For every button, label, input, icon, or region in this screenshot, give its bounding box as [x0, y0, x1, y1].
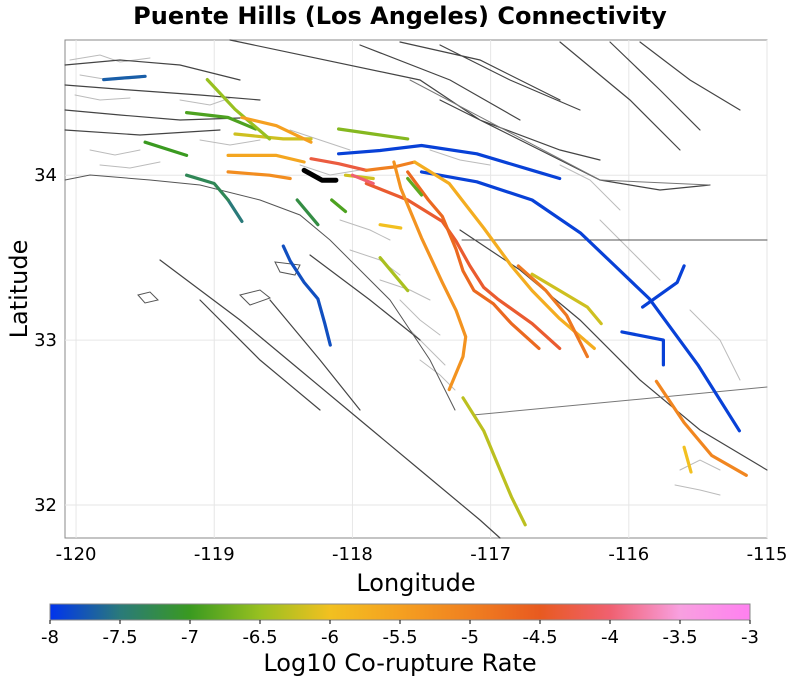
- colorbar-label: Log10 Co-rupture Rate: [263, 649, 536, 677]
- plot-frame: [64, 39, 768, 539]
- basemap-state-border: [409, 79, 768, 416]
- source-layer: [301, 167, 339, 183]
- fault-trace: [309, 157, 368, 172]
- x-tick-label: -120: [56, 544, 97, 565]
- fault-trace: [392, 160, 468, 392]
- fault-trace: [330, 198, 348, 214]
- colorbar-tick-label: -3.5: [662, 627, 697, 648]
- fault-trace: [364, 181, 562, 350]
- colorbar-tick-label: -4.5: [522, 627, 557, 648]
- fault-trace: [640, 264, 686, 309]
- fault-trace: [226, 153, 306, 164]
- fault-trace: [461, 396, 527, 527]
- fault-trace: [295, 198, 320, 227]
- basemap-coastline: [64, 174, 768, 411]
- y-tick-label: 34: [34, 165, 57, 186]
- y-tick-label: 33: [34, 330, 57, 351]
- fault-trace: [350, 173, 375, 186]
- basemap-layer: [64, 39, 768, 539]
- y-axis-label: Latitude: [5, 240, 33, 339]
- y-axis-ticks: 32 33 34: [34, 165, 57, 516]
- fault-trace: [226, 198, 244, 223]
- x-tick-label: -119: [194, 544, 235, 565]
- fault-trace: [337, 143, 562, 181]
- fault-trace: [419, 170, 742, 433]
- fault-trace: [654, 379, 748, 477]
- fault-trace: [143, 140, 189, 157]
- fault-trace: [240, 115, 313, 144]
- colorbar: -8 -7.5 -7 -6.5 -6 -5.5 -5 -4.5 -4 -3.5 -3 Log10 C…: [41, 603, 759, 677]
- colorbar-gradient: [49, 603, 751, 621]
- fault-trace: [530, 272, 603, 326]
- fault-trace: [102, 74, 147, 82]
- fault-trace: [185, 110, 258, 131]
- x-tick-label: -115: [747, 544, 788, 565]
- fault-trace: [406, 176, 424, 197]
- fault-trace: [516, 264, 590, 359]
- grid-layer: [65, 40, 768, 538]
- x-axis-ticks: -120 -119 -118 -117 -116 -115: [56, 544, 788, 565]
- plot-area: [64, 39, 768, 539]
- colorbar-tick-label: -6.5: [242, 627, 277, 648]
- fault-trace: [226, 170, 292, 181]
- x-tick-label: -118: [332, 544, 373, 565]
- x-tick-label: -116: [608, 544, 649, 565]
- fault-trace: [406, 170, 541, 350]
- basemap-fault-outlines: [69, 54, 741, 496]
- colorbar-tick-label: -5: [461, 627, 479, 648]
- colorbar-tick-label: -5.5: [382, 627, 417, 648]
- fault-trace: [205, 77, 272, 141]
- y-tick-label: 32: [34, 495, 57, 516]
- fault-trace: [378, 256, 410, 293]
- fault-trace: [413, 160, 596, 350]
- fault-trace: [337, 127, 410, 141]
- x-axis-label: Longitude: [356, 569, 475, 597]
- fault-trace: [185, 173, 230, 202]
- x-tick-label: -117: [470, 544, 511, 565]
- colorbar-tick-label: -7: [181, 627, 199, 648]
- chart-title: Puente Hills (Los Angeles) Connectivity: [133, 2, 667, 30]
- fault-trace: [378, 223, 403, 230]
- colorbar-ticks: -8 -7.5 -7 -6.5 -6 -5.5 -5 -4.5 -4 -3.5 -3: [41, 620, 759, 648]
- fault-trace: [682, 445, 693, 474]
- colorbar-tick-label: -6: [321, 627, 339, 648]
- colorbar-tick-label: -3: [741, 627, 759, 648]
- source-fault-trace: [301, 167, 339, 183]
- fault-trace: [620, 330, 666, 367]
- fault-trace: [281, 244, 332, 347]
- fault-layer: [102, 74, 748, 527]
- colorbar-tick-label: -8: [41, 627, 59, 648]
- colorbar-tick-label: -4: [601, 627, 619, 648]
- colorbar-tick-label: -7.5: [102, 627, 137, 648]
